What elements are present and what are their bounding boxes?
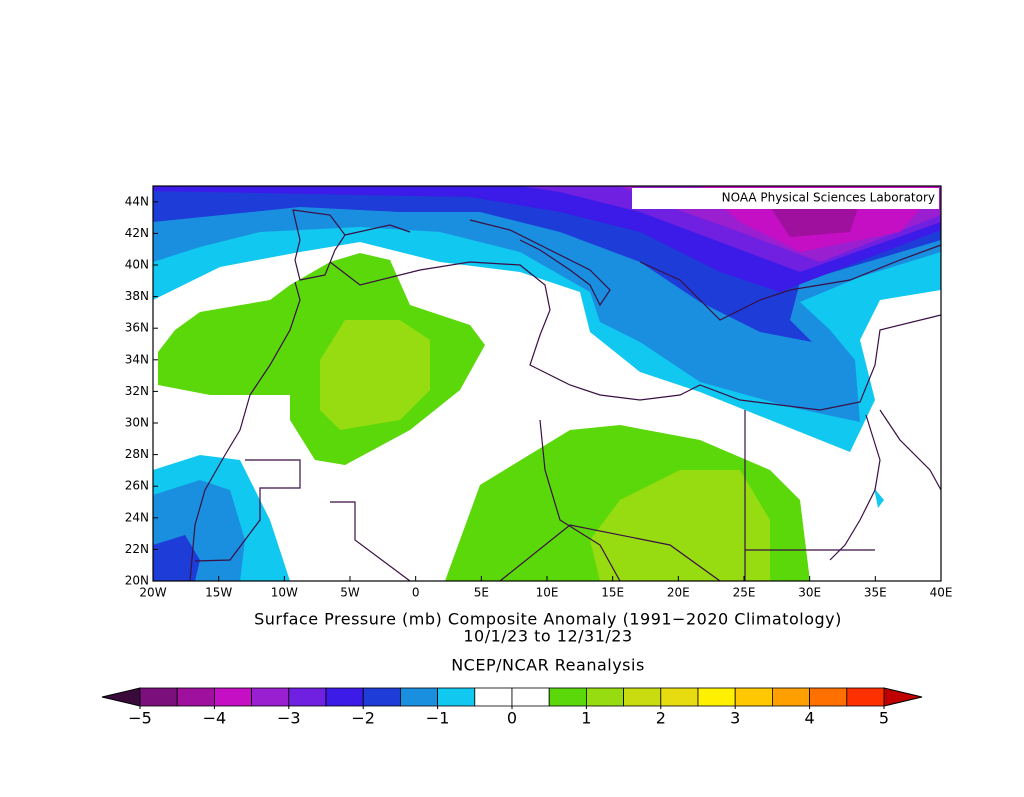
x-tick-label: 10W xyxy=(271,586,298,600)
colorbar-bin xyxy=(809,687,848,707)
colorbar-label: −4 xyxy=(203,709,227,728)
colorbar-bin xyxy=(772,687,811,707)
contour-fill xyxy=(590,470,770,581)
colorbar-bin xyxy=(288,687,327,707)
colorbar-label: 5 xyxy=(879,709,889,728)
contour-fill xyxy=(153,535,200,581)
colorbar-label: 1 xyxy=(581,709,591,728)
coastline xyxy=(829,409,942,561)
colorbar-over xyxy=(883,687,923,707)
colorbar-bin xyxy=(176,687,215,707)
colorbar-bin xyxy=(511,687,550,707)
x-tick-label: 30E xyxy=(798,586,821,600)
y-tick-label: 40N xyxy=(125,258,149,272)
coastlines xyxy=(189,209,942,582)
colorbar-bin xyxy=(437,687,476,707)
y-tick-label: 36N xyxy=(125,321,149,335)
colorbar-bin xyxy=(251,687,290,707)
x-tick-label: 20W xyxy=(139,586,166,600)
colorbar-bin xyxy=(213,687,252,707)
y-tick-label: 22N xyxy=(125,542,149,556)
colorbar-bin xyxy=(548,687,587,707)
border xyxy=(194,410,875,582)
colorbar-label: −2 xyxy=(351,709,375,728)
colorbar-bin xyxy=(846,687,885,707)
colorbar-label: 4 xyxy=(805,709,815,728)
colorbar-label: −1 xyxy=(426,709,450,728)
colorbar-bin xyxy=(399,687,438,707)
y-tick-label: 28N xyxy=(125,447,149,461)
dataset: NCEP/NCAR Reanalysis xyxy=(451,656,645,675)
y-tick-label: 26N xyxy=(125,479,149,493)
y-tick-label: 30N xyxy=(125,416,149,430)
credit-box xyxy=(632,188,939,209)
x-tick-label: 20E xyxy=(667,586,690,600)
date-range: 10/1/23 to 12/31/23 xyxy=(463,627,632,646)
x-tick-label: 5W xyxy=(340,586,360,600)
colorbar-under xyxy=(101,687,141,707)
x-tick-label: 35E xyxy=(864,586,887,600)
x-tick-label: 40E xyxy=(930,586,953,600)
title: Surface Pressure (mb) Composite Anomaly … xyxy=(254,610,842,629)
colorbar-bin xyxy=(623,687,662,707)
y-tick-label: 38N xyxy=(125,289,149,303)
y-tick-label: 20N xyxy=(125,574,149,588)
colorbar-bin xyxy=(734,687,773,707)
colorbar-label: −3 xyxy=(277,709,301,728)
colorbar-bin xyxy=(139,687,178,707)
coastline xyxy=(469,219,942,321)
colorbar-bin xyxy=(660,687,699,707)
y-tick-label: 42N xyxy=(125,226,149,240)
x-tick-label: 10E xyxy=(536,586,559,600)
coastline xyxy=(329,261,942,411)
y-tick-label: 44N xyxy=(125,194,149,208)
colorbar-label: 2 xyxy=(656,709,666,728)
x-tick-label: 5E xyxy=(474,586,489,600)
colorbar-label: −5 xyxy=(128,709,152,728)
colorbar-bin xyxy=(697,687,736,707)
coastline xyxy=(292,209,411,281)
colorbar-bin xyxy=(325,687,364,707)
y-tick-label: 34N xyxy=(125,352,149,366)
colorbar-bin xyxy=(474,687,513,707)
x-tick-label: 15W xyxy=(205,586,232,600)
credit: NOAA Physical Sciences Laboratory xyxy=(722,191,935,205)
colorbar-label: 0 xyxy=(507,709,517,728)
contour-fill xyxy=(874,488,884,508)
coastline xyxy=(189,281,301,582)
anomaly-field xyxy=(153,186,941,581)
x-tick-label: 0 xyxy=(412,586,420,600)
x-tick-label: 15E xyxy=(601,586,624,600)
y-tick-label: 24N xyxy=(125,510,149,524)
x-tick-label: 25E xyxy=(733,586,756,600)
colorbar-bin xyxy=(362,687,401,707)
y-tick-label: 32N xyxy=(125,384,149,398)
colorbar-label: 3 xyxy=(730,709,740,728)
colorbar-bin xyxy=(586,687,625,707)
contour-fill xyxy=(320,320,430,430)
